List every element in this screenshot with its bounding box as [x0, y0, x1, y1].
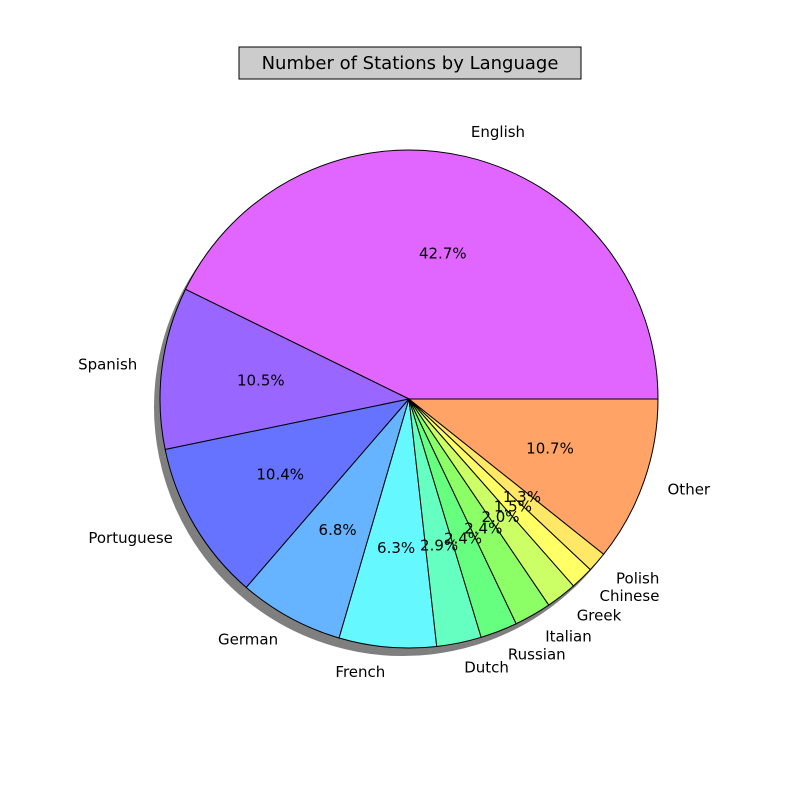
chart-title-box [238, 46, 582, 80]
slice-percent-french: 6.3% [377, 539, 415, 557]
slice-label-chinese: Chinese [600, 587, 660, 605]
slice-label-other: Other [668, 480, 711, 498]
slice-percent-german: 6.8% [319, 521, 357, 539]
slice-percent-russian: 2.4% [444, 529, 482, 547]
pie-slice-portuguese [164, 398, 410, 588]
slice-label-english: English [471, 123, 525, 141]
slice-label-dutch: Dutch [464, 658, 509, 676]
slice-percent-italian: 2.4% [464, 520, 502, 538]
chart-title-group: Number of Stations by Language [238, 46, 582, 80]
slice-label-polish: Polish [616, 569, 659, 587]
slice-label-german: German [218, 631, 278, 649]
slice-percent-greek: 2.0% [481, 508, 519, 526]
pie-slice-spanish [159, 288, 410, 451]
slice-percent-spanish: 10.5% [237, 371, 285, 389]
slice-label-portuguese: Portuguese [88, 529, 173, 547]
slice-label-french: French [335, 663, 385, 681]
chart-title: Number of Stations by Language [262, 53, 559, 74]
slice-percent-dutch: 2.9% [420, 536, 458, 554]
slice-percent-polish: 1.3% [503, 488, 541, 506]
slice-label-spanish: Spanish [78, 356, 137, 374]
pie-wedges [159, 149, 659, 649]
pie-slice-german [245, 398, 410, 639]
pie-slice-other [408, 398, 659, 555]
slice-percent-portuguese: 10.4% [256, 466, 304, 484]
slice-percent-chinese: 1.5% [494, 497, 532, 515]
slice-label-greek: Greek [577, 607, 622, 625]
pie-slice-english [184, 149, 659, 400]
slice-percent-english: 42.7% [419, 245, 467, 263]
slice-percent-other: 10.7% [526, 439, 574, 457]
slice-label-russian: Russian [508, 645, 566, 663]
pie-labels: English 42.7% Spanish 10.5% Portuguese 10.4% G… [78, 123, 711, 681]
slice-label-italian: Italian [545, 628, 592, 646]
